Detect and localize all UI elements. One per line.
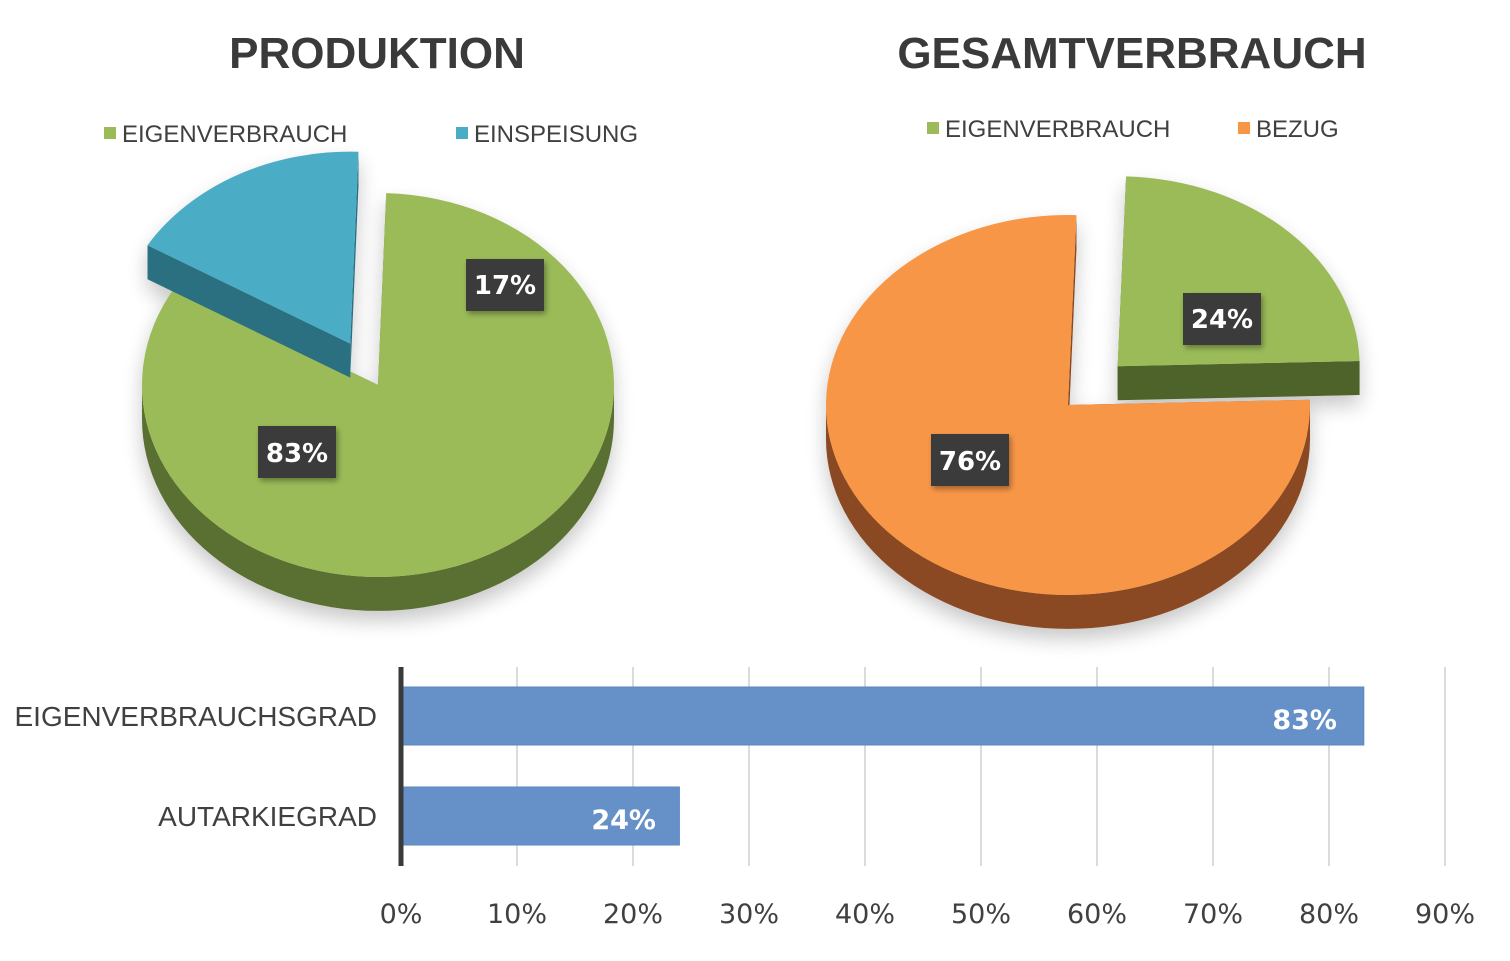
x-tick-label: 10% <box>487 899 547 930</box>
legend: EIGENVERBRAUCH BEZUG <box>927 116 1339 143</box>
data-label-box: 24% <box>1183 293 1261 345</box>
pie-slice-top <box>1117 176 1360 367</box>
pie-slice-wall <box>1068 215 1077 439</box>
legend-label: EIGENVERBRAUCH <box>122 121 347 148</box>
bars <box>400 686 1365 846</box>
pie-slice-wall <box>147 245 351 378</box>
data-label: 24% <box>1191 305 1253 335</box>
pie-slice <box>1117 176 1360 401</box>
category-label: EIGENVERBRAUCHSGRAD <box>14 701 377 732</box>
pie-shadow-group <box>141 151 615 611</box>
data-label: 76% <box>939 447 1001 477</box>
data-label: 83% <box>266 439 328 469</box>
legend: EIGENVERBRAUCH EINSPEISUNG <box>104 121 638 148</box>
legend-label: BEZUG <box>1256 116 1339 143</box>
pie-slice-top <box>147 151 359 344</box>
chart-title: PRODUKTION <box>229 29 525 78</box>
pie-shadow-group <box>826 176 1360 629</box>
x-axis-ticks: 0% 10% 20% 30% 40% 50% 60% 70% 80% 90% <box>380 899 1475 930</box>
pie-chart-gesamtverbrauch: GESAMTVERBRAUCH EIGENVERBRAUCH BEZUG 24%… <box>826 29 1367 629</box>
legend-swatch <box>104 127 116 139</box>
legend-swatch <box>456 127 468 139</box>
x-tick-label: 20% <box>603 899 663 930</box>
x-tick-label: 50% <box>951 899 1011 930</box>
x-tick-label: 60% <box>1067 899 1127 930</box>
x-tick-label: 0% <box>380 899 423 930</box>
pie-slice-top <box>826 215 1310 595</box>
pie-body <box>826 176 1360 629</box>
bar-chart-grades: EIGENVERBRAUCHSGRAD AUTARKIEGRAD 83% 24%… <box>14 667 1475 930</box>
pie-slice <box>147 151 359 378</box>
data-label-box: 17% <box>466 259 544 311</box>
pie-slice-wall <box>1117 360 1360 401</box>
bar <box>400 686 1365 746</box>
pie-data-labels: 83% 17% <box>258 259 544 478</box>
legend-label: EINSPEISUNG <box>474 121 638 148</box>
pie-slice-wall <box>350 151 359 378</box>
data-label: 17% <box>474 271 536 301</box>
x-tick-label: 70% <box>1183 899 1243 930</box>
legend-swatch <box>927 122 939 134</box>
legend-label: EIGENVERBRAUCH <box>945 116 1170 143</box>
x-tick-label: 40% <box>835 899 895 930</box>
x-tick-label: 80% <box>1299 899 1359 930</box>
bar-value-label: 24% <box>591 805 656 836</box>
data-label-box: 83% <box>258 426 336 478</box>
category-label: AUTARKIEGRAD <box>158 801 377 832</box>
x-tick-label: 30% <box>719 899 779 930</box>
pie-body <box>141 151 615 611</box>
pie-slice-rim <box>142 385 614 611</box>
pie-slice-rim <box>826 405 1310 629</box>
bar-value-label: 83% <box>1272 705 1337 736</box>
x-tick-label: 90% <box>1415 899 1475 930</box>
pie-slice <box>826 215 1310 629</box>
pie-chart-produktion: PRODUKTION EIGENVERBRAUCH EINSPEISUNG 83… <box>104 29 638 611</box>
legend-swatch <box>1238 122 1250 134</box>
pie-data-labels: 24% 76% <box>931 293 1261 486</box>
chart-title: GESAMTVERBRAUCH <box>897 29 1366 78</box>
data-label-box: 76% <box>931 434 1009 486</box>
